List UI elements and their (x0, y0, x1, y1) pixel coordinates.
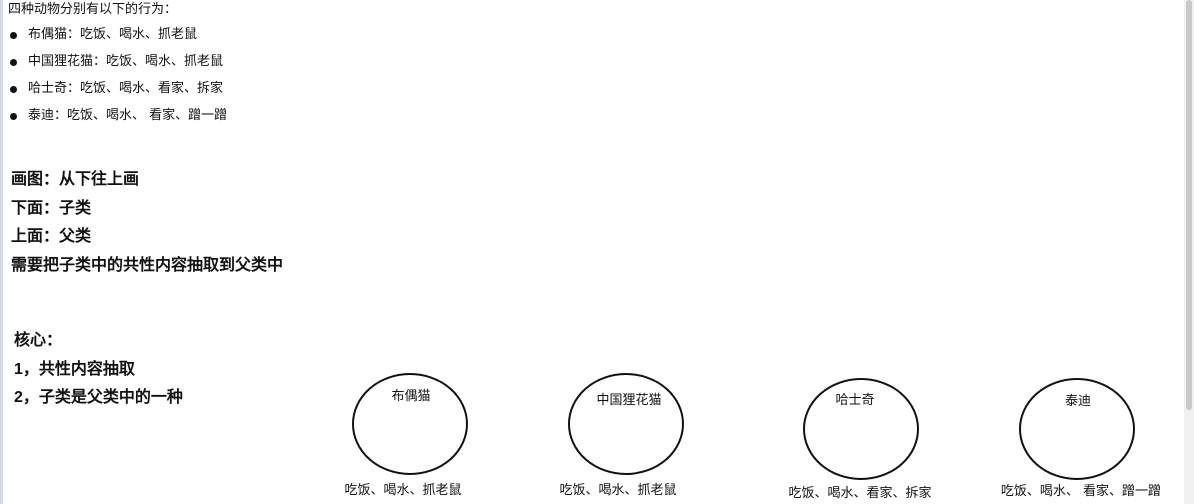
subclass-node: 布偶猫 吃饭、喝水、抓老鼠 (344, 373, 468, 498)
subclass-behaviors: 吃饭、喝水、抓老鼠 (559, 482, 676, 498)
intro-text: 四种动物分别有以下的行为： (8, 2, 178, 17)
core-point-1: 1，共性内容抽取 (14, 360, 135, 378)
subclass-name: 布偶猫 (391, 389, 430, 404)
core-title: 核心： (14, 332, 63, 349)
left-edge-bar (0, 0, 3, 504)
animal-behavior-list: 布偶猫：吃饭、喝水、抓老鼠 中国狸花猫：吃饭、喝水、抓老鼠 哈士奇：吃饭、喝水、… (8, 26, 227, 134)
subclass-node: 哈士奇 吃饭、喝水、看家、拆家 (788, 378, 932, 501)
drawing-note-extract: 需要把子类中的共性内容抽取到父类中 (11, 256, 284, 274)
bullet-icon (10, 113, 17, 120)
subclass-node: 中国狸花猫 吃饭、喝水、抓老鼠 (559, 373, 684, 498)
bullet-icon (10, 32, 17, 39)
core-section: 核心： 1，共性内容抽取 2，子类是父类中的一种 (14, 329, 183, 415)
bullet-icon (10, 86, 17, 93)
subclass-behaviors: 吃饭、喝水、 看家、蹭一蹭 (1001, 483, 1161, 499)
list-item: 布偶猫：吃饭、喝水、抓老鼠 (8, 26, 227, 53)
subclass-ellipse (568, 373, 684, 475)
subclass-name: 泰迪 (1065, 394, 1091, 409)
vertical-scrollbar[interactable] (1184, 0, 1194, 504)
list-item-text: 中国狸花猫：吃饭、喝水、抓老鼠 (28, 54, 224, 69)
subclass-ellipse (1019, 378, 1135, 480)
list-item-text: 泰迪：吃饭、喝水、 看家、蹭一蹭 (28, 108, 228, 123)
list-item: 哈士奇：吃饭、喝水、看家、拆家 (8, 80, 227, 107)
subclass-name: 哈士奇 (835, 392, 874, 408)
scrollbar-thumb[interactable] (1186, 0, 1192, 410)
subclass-name: 中国狸花猫 (596, 392, 661, 408)
subclass-ellipse (803, 378, 919, 480)
drawing-note-bottom: 下面：子类 (11, 199, 92, 217)
list-item-text: 哈士奇：吃饭、喝水、看家、拆家 (28, 81, 224, 96)
list-item-text: 布偶猫：吃饭、喝水、抓老鼠 (28, 27, 198, 42)
subclass-behaviors: 吃饭、喝水、看家、拆家 (788, 485, 931, 501)
bullet-icon (10, 59, 17, 66)
drawing-notes: 画图：从下往上画 下面：子类 上面：父类 需要把子类中的共性内容抽取到父类中 (11, 168, 283, 282)
subclass-behaviors: 吃饭、喝水、抓老鼠 (344, 482, 461, 498)
list-item: 泰迪：吃饭、喝水、 看家、蹭一蹭 (8, 107, 227, 134)
core-point-2: 2，子类是父类中的一种 (14, 389, 183, 406)
subclass-node: 泰迪 吃饭、喝水、 看家、蹭一蹭 (1001, 378, 1161, 499)
list-item: 中国狸花猫：吃饭、喝水、抓老鼠 (8, 53, 227, 80)
subclass-ellipse (352, 373, 468, 475)
drawing-note-order: 画图：从下往上画 (11, 171, 140, 188)
drawing-note-top: 上面：父类 (11, 228, 92, 245)
